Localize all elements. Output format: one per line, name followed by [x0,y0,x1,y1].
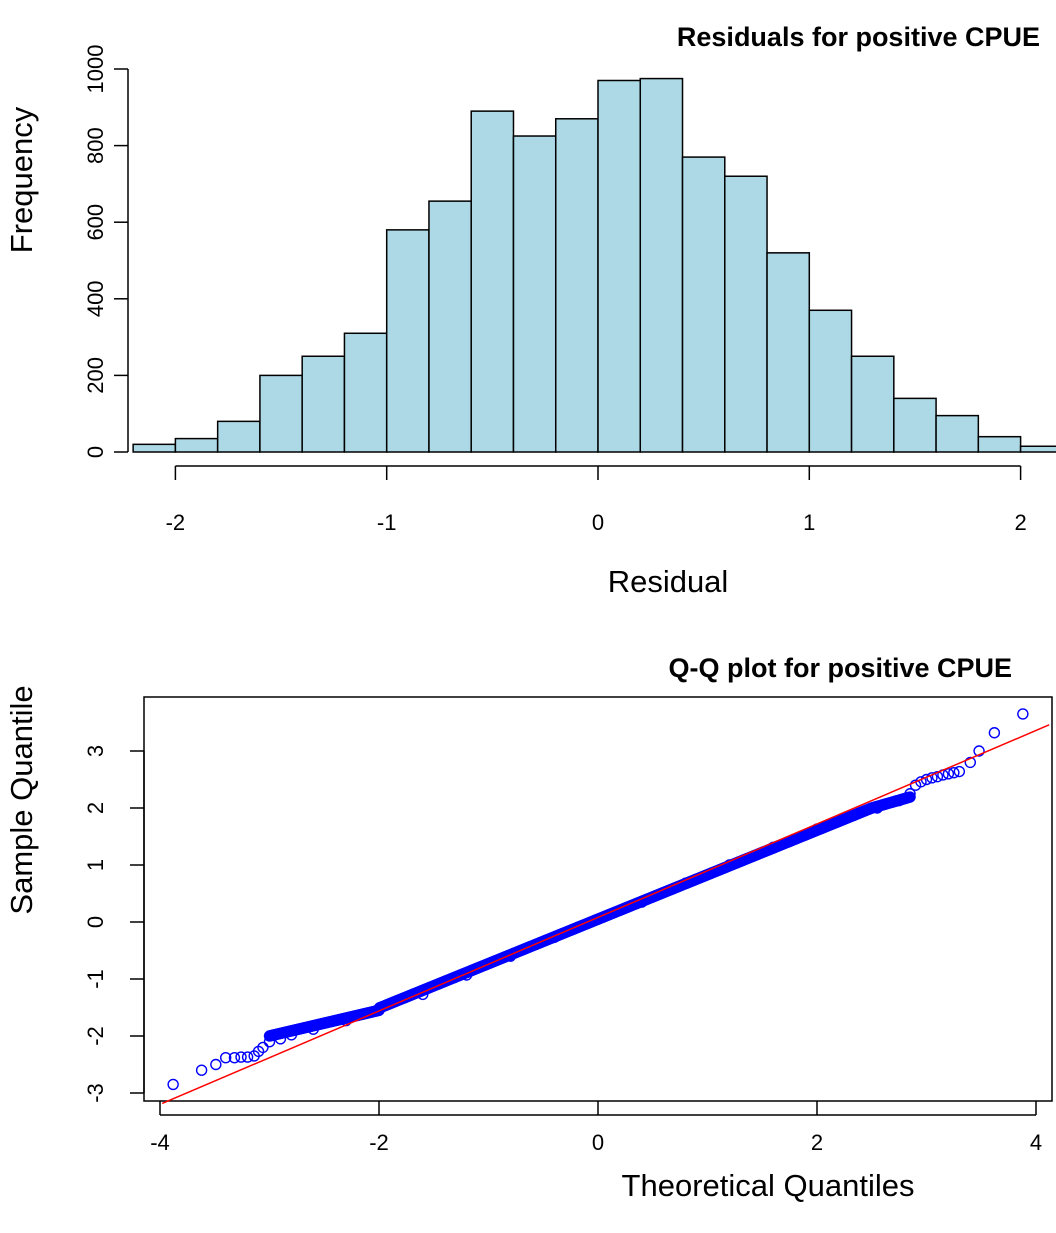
qq-x-tick-label: 0 [592,1130,604,1155]
histogram-bar [766,252,811,453]
histogram-bar [216,420,261,453]
histogram-y-axis: 0 200 400 600 800 1000 [83,45,129,458]
qq-point [964,756,976,769]
qq-point [953,765,966,778]
histogram-bar [597,79,642,453]
qq-ylabel: Sample Quantile [4,685,39,914]
histogram-y-tick-label: 200 [83,357,108,394]
histogram-x-tick-label: 0 [592,510,604,535]
histogram-bar [174,437,219,453]
qq-point [931,770,944,783]
histogram-bar [385,229,430,453]
histogram-x-axis: -2 -1 0 1 2 [166,465,1027,535]
qq-panel: Q-Q plot for positive CPUE Sample Quanti… [4,653,1053,1203]
qq-point [167,1078,179,1091]
qq-y-axis: -3 -2 -1 0 1 2 3 [83,745,145,1103]
histogram-x-tick-label: -1 [377,510,397,535]
histogram-bar [724,175,768,453]
qq-y-tick-label: -1 [83,969,108,989]
histogram-bar [977,435,1022,453]
qq-y-tick-label: 3 [83,745,108,757]
qq-y-tick-label: 0 [83,916,108,928]
histogram-bar [470,110,515,453]
qq-points [167,708,1029,1091]
histogram-bar [893,397,937,453]
histogram-bar [428,200,472,453]
histogram-bar [808,309,853,453]
histogram-x-tick-label: 2 [1014,510,1026,535]
qq-reference-line [161,724,1050,1105]
qq-point [195,1064,208,1076]
qq-point [988,727,1001,739]
qq-point [241,1051,254,1063]
histogram-y-tick-label: 0 [83,446,108,458]
qq-x-tick-label: -2 [369,1130,389,1155]
histogram-title: Residuals for positive CPUE [677,22,1040,52]
histogram-bar [935,414,980,453]
qq-point [1017,708,1029,720]
qq-x-tick-label: 4 [1030,1130,1042,1155]
qq-y-tick-label: 1 [83,859,108,871]
qq-x-axis: -4 -2 0 2 4 [150,1101,1042,1155]
histogram-bar [1019,445,1056,453]
qq-y-tick-label: -2 [83,1026,108,1046]
histogram-bar [850,355,895,453]
histogram-bar [259,374,303,453]
qq-title: Q-Q plot for positive CPUE [668,653,1012,683]
qq-point [973,745,985,757]
histogram-y-tick-label: 600 [83,204,108,241]
qq-x-tick-label: 2 [811,1130,823,1155]
histogram-x-tick-label: -2 [166,510,186,535]
qq-plot-frame [143,696,1053,1102]
histogram-bar [681,156,726,453]
qq-point [228,1051,241,1064]
histogram-bar [639,77,684,453]
qq-point [235,1051,247,1063]
histogram-bar [554,118,599,453]
qq-point [904,791,916,803]
qq-y-tick-label: 2 [83,802,108,814]
histogram-panel: Residuals for positive CPUE Frequency Re… [4,22,1056,599]
histogram-x-tick-label: 1 [803,510,815,535]
histogram-y-tick-label: 800 [83,127,108,164]
qq-xlabel: Theoretical Quantiles [622,1168,915,1203]
qq-x-tick-label: -4 [150,1130,170,1155]
qq-point [948,766,960,779]
histogram-ylabel: Frequency [4,106,39,253]
histogram-y-tick-label: 400 [83,280,108,317]
histogram-bars [132,77,1056,453]
histogram-xlabel: Residual [608,564,729,599]
qq-point [257,1041,269,1054]
qq-point [219,1051,232,1064]
qq-point [210,1058,222,1071]
histogram-bar [343,332,388,453]
histogram-bar [132,443,177,453]
qq-y-tick-label: -3 [83,1083,108,1103]
qq-point [942,768,955,780]
histogram-bar [512,135,557,453]
histogram-bar [301,355,346,453]
histogram-y-tick-label: 1000 [83,45,108,94]
